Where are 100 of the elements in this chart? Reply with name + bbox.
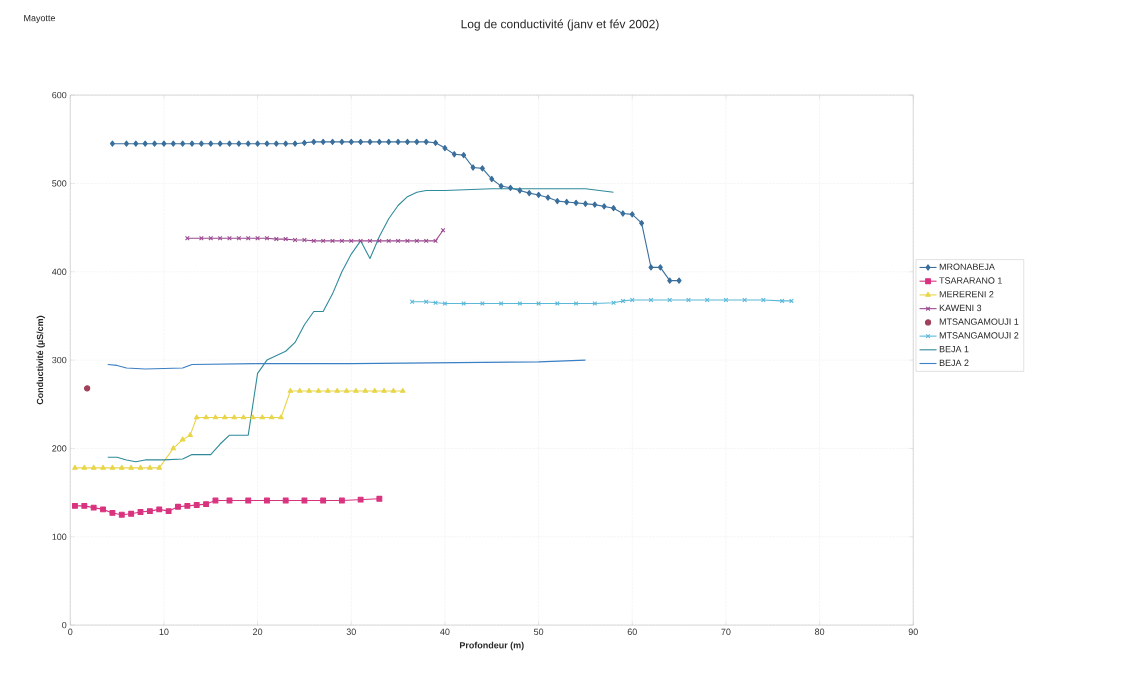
y-tick-label: 100 [52,533,67,540]
point [338,497,345,504]
point [137,464,144,470]
point [306,387,312,393]
legend-label: MTSANGAMOUJI 1 [939,318,1019,325]
point [90,464,97,470]
point [343,387,350,393]
point [109,464,116,470]
point [423,238,429,244]
legend-label: MERERENI 2 [939,291,994,298]
y-tick-label: 0 [62,621,67,629]
x-tick-label: 40 [440,628,450,635]
point [386,238,392,244]
point [315,387,322,393]
point [399,387,406,393]
point [193,414,200,420]
point [128,464,134,470]
point [175,503,181,510]
point [287,387,294,393]
chart-title: Log de conductivité (janv et fév 2002) [461,19,659,31]
x-tick-label: 80 [814,628,825,635]
point [498,301,504,306]
point [264,497,270,504]
x-tick-label: 10 [159,628,169,635]
point [268,414,275,420]
point [222,414,228,420]
point [240,414,247,420]
x-tick-label: 20 [253,628,263,635]
point [255,235,260,241]
point [147,464,153,470]
point [339,238,345,244]
point [165,508,172,515]
point [395,238,401,244]
point [742,297,748,303]
legend-label: BEJA 2 [939,359,969,366]
point [170,445,177,451]
point [193,502,200,508]
point [461,301,467,306]
point [217,235,223,241]
point [100,506,106,513]
point [109,509,116,516]
point [226,497,233,504]
y-tick-label: 400 [51,268,67,275]
legend-label: KAWENI 3 [939,304,982,312]
point [325,387,331,393]
point [704,297,710,303]
text: Mayotte [24,14,56,23]
point [137,509,144,515]
x-tick-label: 70 [721,628,731,635]
point [259,414,266,420]
point [83,385,91,392]
point [433,300,438,306]
point [358,238,364,244]
point [779,298,785,304]
point [320,238,326,244]
point [381,387,387,393]
point [245,235,251,241]
x-tick-label: 50 [533,628,544,635]
legend-label: MTSANGAMOUJI 2 [939,332,1019,339]
point [179,436,186,442]
point [371,387,378,393]
point [348,238,354,244]
x-axis-title: Profondeur (m) [459,641,524,651]
point [554,301,560,306]
point [236,235,242,241]
point [517,301,523,306]
point [156,506,163,513]
point [334,387,340,393]
point [90,504,97,511]
point [423,299,429,305]
point [353,387,359,393]
point [292,237,298,243]
point [302,237,307,243]
point [250,414,256,420]
y-tick-label: 200 [52,445,67,452]
point [686,297,691,303]
point [146,508,153,515]
point [273,236,279,242]
legend-label: BEJA 1 [939,345,969,353]
point [278,414,284,420]
point [283,236,289,242]
point [100,464,106,470]
point [414,238,420,244]
point [376,238,382,244]
point [231,414,237,420]
point [81,502,88,509]
point [667,297,673,303]
y-tick-label: 500 [52,180,67,187]
point [81,464,88,470]
point [611,300,616,306]
point [203,501,210,508]
x-tick-label: 0 [68,628,73,635]
point [118,464,125,470]
point [433,238,438,244]
point [187,432,193,438]
point [723,297,729,303]
point [118,511,125,518]
point [301,497,308,504]
point [212,497,219,504]
point [367,238,373,244]
